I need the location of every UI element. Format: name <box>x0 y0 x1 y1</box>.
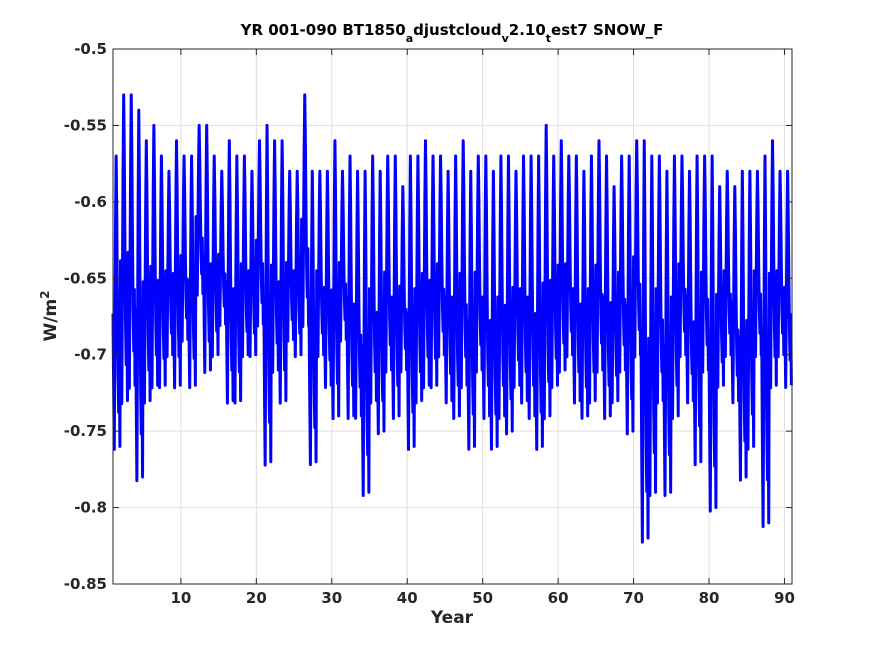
x-tick-label: 90 <box>774 589 795 607</box>
y-tick-label: -0.85 <box>64 575 107 593</box>
y-tick-label: -0.65 <box>64 269 107 287</box>
y-axis-title-base: W/m <box>41 299 61 342</box>
chart-title: YR 001-090 BT1850adjustcloudv2.10test7 S… <box>240 21 664 45</box>
y-tick-label: -0.5 <box>74 40 107 58</box>
x-tick-label: 30 <box>321 589 342 607</box>
y-axis-title: W/m2 <box>38 290 61 341</box>
y-tick-label: -0.6 <box>74 193 107 211</box>
y-axis-title-superscript: 2 <box>38 290 52 298</box>
y-tick-label: -0.7 <box>74 346 107 364</box>
title-segment: est7 SNOW_F <box>551 21 663 39</box>
y-tick-label: -0.55 <box>64 116 107 134</box>
x-tick-label: 60 <box>548 589 569 607</box>
title-subscript: t <box>546 32 551 45</box>
x-tick-label: 40 <box>397 589 418 607</box>
series-layer <box>111 93 793 544</box>
title-subscript: a <box>406 32 413 45</box>
title-segment: djustcloud <box>413 21 501 39</box>
y-tick-label: -0.8 <box>74 499 107 517</box>
x-tick-label: 50 <box>472 589 493 607</box>
x-axis-title: Year <box>430 608 474 628</box>
y-tick-label: -0.75 <box>64 422 107 440</box>
series-line <box>111 93 793 544</box>
x-tick-label: 70 <box>623 589 644 607</box>
title-segment: YR 001-090 BT1850 <box>240 21 406 39</box>
x-tick-label: 20 <box>246 589 267 607</box>
title-subscript: v <box>502 32 510 45</box>
x-tick-label: 80 <box>699 589 720 607</box>
x-tick-label: 10 <box>170 589 191 607</box>
plot-frame <box>112 48 793 585</box>
title-segment: 2.10 <box>509 21 546 39</box>
x-axis: 10 20 30 40 50 60 70 80 90 <box>170 49 795 607</box>
y-axis: -0.85 -0.8 -0.75 -0.7 -0.65 -0.6 -0.55 -0.5 <box>64 40 792 593</box>
